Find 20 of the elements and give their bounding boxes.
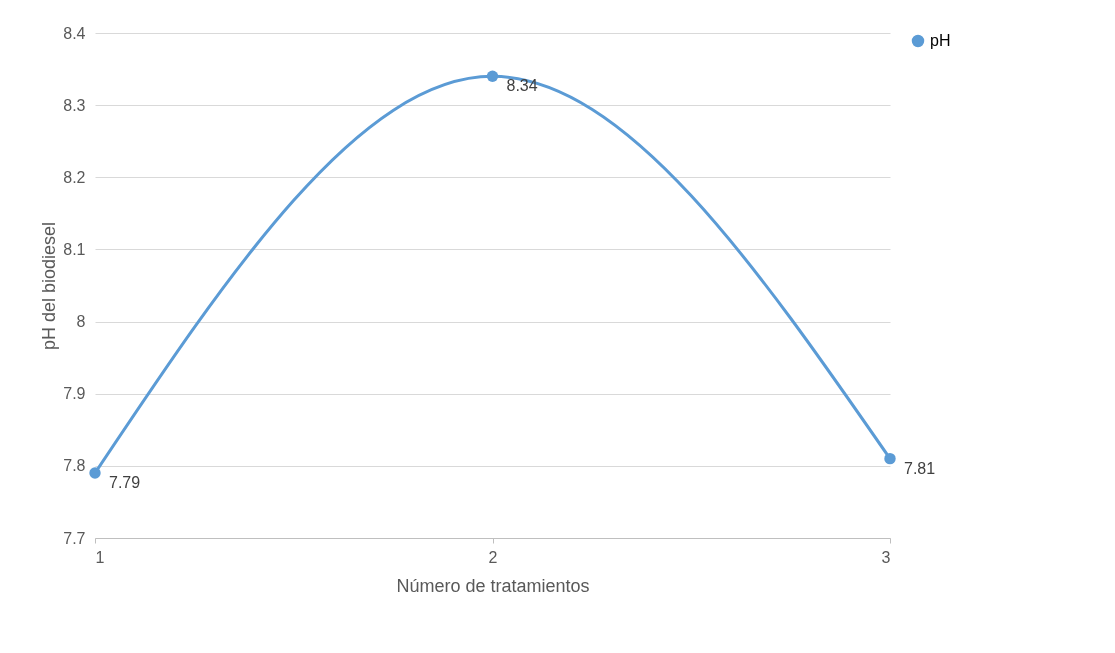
point — [89, 467, 101, 479]
data-label: 8.34 — [506, 77, 538, 95]
y-tick-label: 8.2 — [63, 168, 86, 186]
y-tick-label: 7.9 — [63, 385, 86, 403]
x-tick-label: 1 — [95, 548, 105, 566]
y-axis-title: pH del biodiesel — [39, 221, 60, 351]
x-axis-title: Número de tratamientos — [396, 575, 590, 596]
data-label: 7.81 — [904, 459, 936, 477]
y-tick-label: 8.4 — [63, 24, 86, 42]
y-tick-label: 8.1 — [63, 240, 86, 258]
point — [486, 70, 499, 82]
y-tick-label: 7.7 — [63, 529, 86, 547]
x-tick-label: 2 — [488, 548, 498, 566]
y-tick-label: 8 — [76, 313, 86, 331]
point — [884, 452, 896, 465]
y-tick-label: 8.3 — [63, 96, 86, 114]
legend-label: pH — [930, 32, 951, 49]
x-tick-label: 3 — [881, 548, 891, 566]
data-label: 7.79 — [109, 474, 141, 492]
y-tick-label: 7.8 — [63, 457, 86, 475]
